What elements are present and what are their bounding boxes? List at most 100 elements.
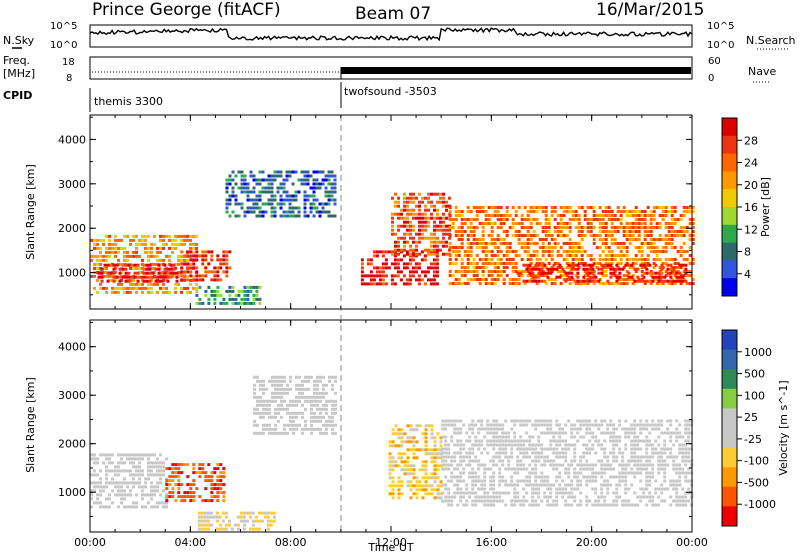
echo-cell: [100, 267, 104, 271]
echo-cell: [219, 491, 223, 495]
echo-cell: [277, 403, 280, 407]
echo-cell: [589, 218, 593, 221]
echo-cell: [216, 499, 220, 503]
echo-cell: [528, 479, 532, 483]
echo-cell: [525, 483, 529, 487]
echo-cell: [486, 419, 490, 423]
echo-cell: [622, 206, 626, 209]
echo-cell: [261, 170, 265, 174]
echo-cell: [682, 210, 686, 213]
echo-cell: [483, 471, 487, 475]
echo-cell: [526, 270, 530, 273]
echo-cell: [586, 218, 590, 221]
echo-cell: [601, 226, 605, 229]
echo-cell: [525, 439, 529, 443]
echo-cell: [586, 278, 590, 281]
echo-cell: [615, 475, 619, 479]
echo-cell: [556, 234, 560, 237]
echo-cell: [510, 443, 514, 447]
echo-cell: [508, 214, 512, 217]
echo-cell: [219, 479, 223, 483]
echo-cell: [501, 475, 505, 479]
echo-cell: [174, 238, 177, 242]
echo-cell: [622, 242, 626, 245]
echo-cell: [105, 258, 108, 262]
echo-cell: [616, 254, 620, 257]
echo-cell: [186, 266, 190, 270]
echo-cell: [508, 246, 512, 249]
echo-cell: [439, 248, 442, 252]
echo-cell: [501, 459, 505, 463]
echo-cell: [135, 505, 138, 509]
echo-cell: [327, 202, 331, 206]
echo-cell: [297, 206, 301, 210]
echo-cell: [630, 459, 634, 463]
echo-cell: [201, 467, 205, 471]
echo-cell: [192, 483, 196, 487]
echo-cell: [90, 493, 93, 497]
echo-cell: [237, 289, 241, 293]
echo-cell: [394, 204, 397, 208]
echo-cell: [492, 475, 496, 479]
echo-cell: [240, 190, 244, 194]
echo-cell: [609, 439, 613, 443]
echo-cell: [649, 282, 653, 285]
echo-cell: [186, 495, 190, 499]
echo-cell: [441, 447, 445, 451]
echo-cell: [453, 423, 457, 427]
echo-cell: [123, 505, 126, 509]
echo-cell: [169, 267, 173, 271]
echo-cell: [615, 443, 619, 447]
echo-cell: [430, 216, 433, 220]
echo-cell: [688, 274, 692, 277]
echo-cell: [265, 411, 268, 415]
echo-cell: [480, 451, 484, 455]
echo-cell: [169, 263, 173, 267]
echo-cell: [391, 212, 394, 216]
echo-cell: [270, 190, 274, 194]
echo-cell: [462, 467, 466, 471]
echo-cell: [444, 463, 448, 467]
echo-cell: [639, 471, 643, 475]
echo-cell: [141, 469, 144, 473]
echo-cell: [691, 258, 695, 261]
echo-cell: [262, 379, 265, 383]
echo-cell: [397, 252, 400, 256]
echo-cell: [156, 258, 159, 262]
echo-cell: [166, 279, 170, 283]
echo-cell: [447, 487, 451, 491]
echo-cell: [126, 254, 129, 258]
echo-cell: [493, 266, 497, 269]
echo-cell: [588, 447, 592, 451]
echo-cell: [588, 419, 592, 423]
echo-cell: [120, 497, 123, 501]
echo-cell: [610, 250, 614, 253]
echo-cell: [435, 250, 439, 254]
echo-cell: [135, 254, 138, 258]
echo-cell: [163, 267, 167, 271]
echo-cell: [516, 455, 520, 459]
echo-cell: [412, 428, 416, 432]
echo-cell: [280, 379, 283, 383]
echo-cell: [675, 275, 679, 279]
echo-cell: [132, 278, 135, 282]
echo-cell: [436, 236, 439, 240]
echo-cell: [423, 282, 427, 286]
echo-cell: [682, 214, 686, 217]
echo-cell: [481, 270, 485, 273]
echo-cell: [592, 262, 596, 265]
echo-cell: [456, 439, 460, 443]
echo-cell: [447, 451, 451, 455]
echo-cell: [102, 505, 105, 509]
echo-cell: [558, 439, 562, 443]
echo-cell: [148, 275, 152, 279]
echo-cell: [685, 282, 689, 285]
echo-cell: [544, 250, 548, 253]
echo-cell: [218, 515, 222, 519]
echo-cell: [610, 234, 614, 237]
echo-cell: [600, 495, 604, 499]
echo-cell: [681, 451, 685, 455]
echo-cell: [592, 210, 596, 213]
echo-cell: [550, 270, 554, 273]
echo-cell: [645, 427, 649, 431]
